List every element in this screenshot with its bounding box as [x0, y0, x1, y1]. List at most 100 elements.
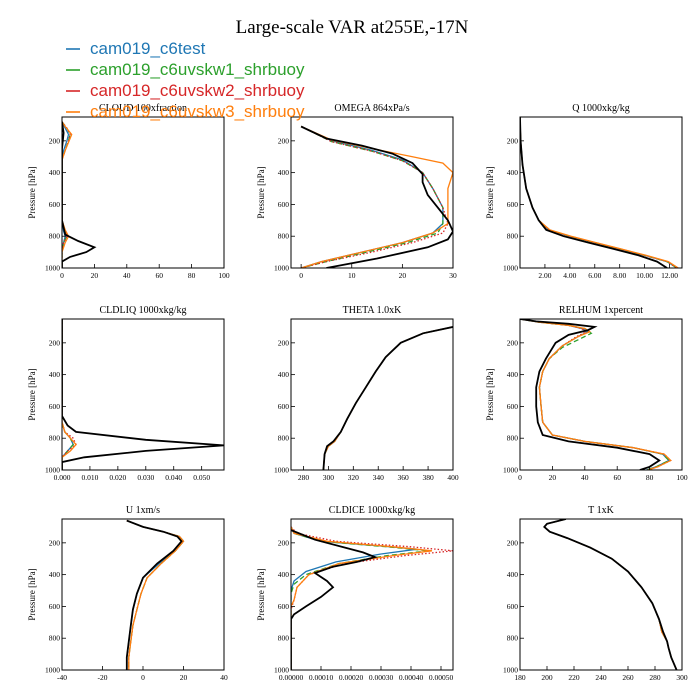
- y-tick-label: 400: [49, 570, 61, 579]
- x-tick-label: 0.00040: [399, 673, 424, 682]
- x-tick-label: 60: [155, 271, 163, 280]
- y-tick-label: 400: [278, 570, 290, 579]
- y-tick-label: 600: [49, 402, 61, 411]
- y-axis-label: Pressure [hPa]: [256, 568, 266, 620]
- y-axis-label: Pressure [hPa]: [485, 166, 495, 218]
- x-tick-label: 40: [581, 473, 589, 482]
- series-line-5: [322, 326, 453, 470]
- y-tick-label: 200: [278, 136, 290, 145]
- x-tick-label: 12.00: [661, 271, 678, 280]
- y-tick-label: 600: [507, 602, 519, 611]
- x-tick-label: 0.020: [109, 473, 126, 482]
- y-tick-label: 400: [278, 370, 290, 379]
- series-line-5: [543, 519, 678, 670]
- panel-title: U 1xm/s: [126, 505, 160, 516]
- y-tick-label: 800: [49, 232, 61, 241]
- legend-item: cam019_c6uvskw3_shrbuoy: [66, 102, 305, 121]
- y-axis-label: Pressure [hPa]: [27, 368, 37, 420]
- y-tick-label: 600: [49, 602, 61, 611]
- series-line-2: [126, 519, 185, 670]
- y-tick-label: 1000: [45, 466, 60, 475]
- x-tick-label: 300: [323, 473, 335, 482]
- x-tick-label: 0.040: [165, 473, 182, 482]
- panel-9: 180 200 220 240 260 280 300 200 400 600 800 1000 T 1…: [503, 505, 688, 682]
- plot-frame: [290, 116, 454, 269]
- x-tick-label: 280: [649, 673, 661, 682]
- x-tick-label: 8.00: [613, 271, 626, 280]
- series-line-3: [291, 526, 453, 670]
- panel-3: 2.00 4.00 6.00 8.00 10.00 12.00 200 400 600 800 10…: [485, 103, 683, 280]
- y-tick-label: 200: [507, 136, 519, 145]
- legend-item: cam019_c6uvskw1_shrbuoy: [66, 60, 305, 79]
- x-tick-label: 0: [141, 673, 145, 682]
- x-tick-label: 300: [676, 673, 688, 682]
- series-line-3: [322, 326, 453, 470]
- y-tick-label: 800: [507, 434, 519, 443]
- plot-frame: [519, 116, 683, 269]
- y-axis-label: Pressure [hPa]: [27, 166, 37, 218]
- plot-frame: [61, 318, 225, 471]
- series-group: [62, 121, 97, 268]
- panel-title: Q 1000xkg/kg: [572, 103, 630, 114]
- legend-item: cam019_c6uvskw2_shrbuoy: [66, 81, 305, 100]
- x-tick-label: 0.010: [81, 473, 98, 482]
- y-tick-label: 400: [507, 370, 519, 379]
- x-tick-label: 100: [218, 271, 230, 280]
- x-tick-label: 4.00: [563, 271, 576, 280]
- panel-title: OMEGA 864xPa/s: [334, 103, 409, 114]
- y-tick-label: 1000: [503, 466, 518, 475]
- x-tick-label: 0.00000: [279, 673, 304, 682]
- y-tick-label: 600: [278, 402, 290, 411]
- x-tick-label: 0.030: [137, 473, 154, 482]
- y-tick-label: 1000: [503, 666, 518, 675]
- series-line-2: [62, 319, 74, 470]
- series-line-3: [300, 125, 449, 268]
- legend-label: cam019_c6uvskw2_shrbuoy: [90, 81, 305, 100]
- y-tick-label: 1000: [45, 264, 60, 273]
- panel-title: CLDICE 1000xkg/kg: [329, 505, 415, 516]
- series-line-4: [62, 121, 73, 268]
- series-line-2: [543, 519, 678, 670]
- y-tick-label: 800: [507, 634, 519, 643]
- y-tick-label: 400: [507, 168, 519, 177]
- x-tick-label: 20: [549, 473, 557, 482]
- panel-6: 0 20 40 60 80 100 200 400 600 800 1000 RELHUM 1xper…: [485, 305, 688, 482]
- panel-title: CLDLIQ 1000xkg/kg: [100, 305, 187, 316]
- series-line-1: [126, 519, 185, 670]
- legend-label: cam019_c6test: [90, 39, 206, 58]
- figure-title: Large-scale VAR at255E,-17N: [236, 17, 469, 38]
- x-tick-label: 80: [646, 473, 654, 482]
- x-tick-label: 0: [60, 271, 64, 280]
- x-tick-label: 320: [348, 473, 360, 482]
- series-line-5: [62, 319, 224, 470]
- series-line-3: [126, 519, 185, 670]
- y-tick-label: 200: [49, 338, 61, 347]
- series-line-4: [291, 526, 433, 670]
- y-tick-label: 600: [49, 200, 61, 209]
- x-tick-label: 180: [514, 673, 526, 682]
- x-tick-label: 260: [622, 673, 634, 682]
- series-group: [62, 319, 224, 470]
- x-tick-label: 0.00030: [369, 673, 394, 682]
- x-tick-label: 20: [180, 673, 188, 682]
- x-tick-label: 0.00050: [429, 673, 454, 682]
- series-group: [322, 326, 453, 470]
- x-tick-label: 20: [399, 271, 407, 280]
- x-tick-label: -20: [98, 673, 108, 682]
- y-axis-label: Pressure [hPa]: [27, 568, 37, 620]
- series-line-5: [520, 117, 668, 268]
- x-tick-label: 6.00: [588, 271, 601, 280]
- x-tick-label: 20: [91, 271, 99, 280]
- x-tick-label: 0.00020: [339, 673, 364, 682]
- x-tick-label: 0.00010: [309, 673, 334, 682]
- panel-title: THETA 1.0xK: [343, 305, 402, 316]
- y-tick-label: 1000: [274, 666, 289, 675]
- plot-frame: [61, 518, 225, 671]
- y-tick-label: 400: [49, 168, 61, 177]
- x-tick-label: -40: [57, 673, 67, 682]
- x-tick-label: 0.000: [54, 473, 71, 482]
- plot-frame: [519, 518, 683, 671]
- y-tick-label: 1000: [45, 666, 60, 675]
- y-tick-label: 1000: [274, 264, 289, 273]
- y-tick-label: 800: [49, 434, 61, 443]
